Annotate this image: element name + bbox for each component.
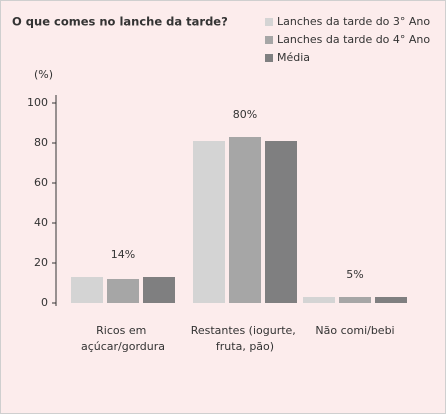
chart-title: O que comes no lanche da tarde? (12, 15, 228, 29)
x-tick-label: Ricos em açúcar/gordura (81, 324, 165, 353)
x-tick-label: Restantes (iogurte, fruta, pão) (191, 324, 300, 353)
legend-label: Lanches da tarde do 4° Ano (277, 33, 430, 46)
legend-swatch (265, 36, 273, 44)
annotation: 14% (111, 248, 135, 261)
x-tick-label: Não comi/bebi (315, 324, 394, 337)
legend-label: Média (277, 51, 310, 64)
y-tick-label: 0 (41, 296, 48, 309)
annotation: 80% (233, 108, 257, 121)
y-axis-label: (%) (34, 68, 53, 81)
y-tick-label: 40 (34, 216, 48, 229)
y-tick-label: 80 (34, 136, 48, 149)
bar (143, 277, 175, 303)
y-tick-label: 100 (27, 96, 48, 109)
bar (71, 277, 103, 303)
legend-label: Lanches da tarde do 3° Ano (277, 15, 430, 28)
bar (229, 137, 261, 303)
annotation: 5% (346, 268, 363, 281)
legend-swatch (265, 18, 273, 26)
bar (265, 141, 297, 303)
bar (107, 279, 139, 303)
y-tick-label: 20 (34, 256, 48, 269)
bar (303, 297, 335, 303)
legend-swatch (265, 54, 273, 62)
y-tick-label: 60 (34, 176, 48, 189)
bar (375, 297, 407, 303)
bar (339, 297, 371, 303)
bar (193, 141, 225, 303)
